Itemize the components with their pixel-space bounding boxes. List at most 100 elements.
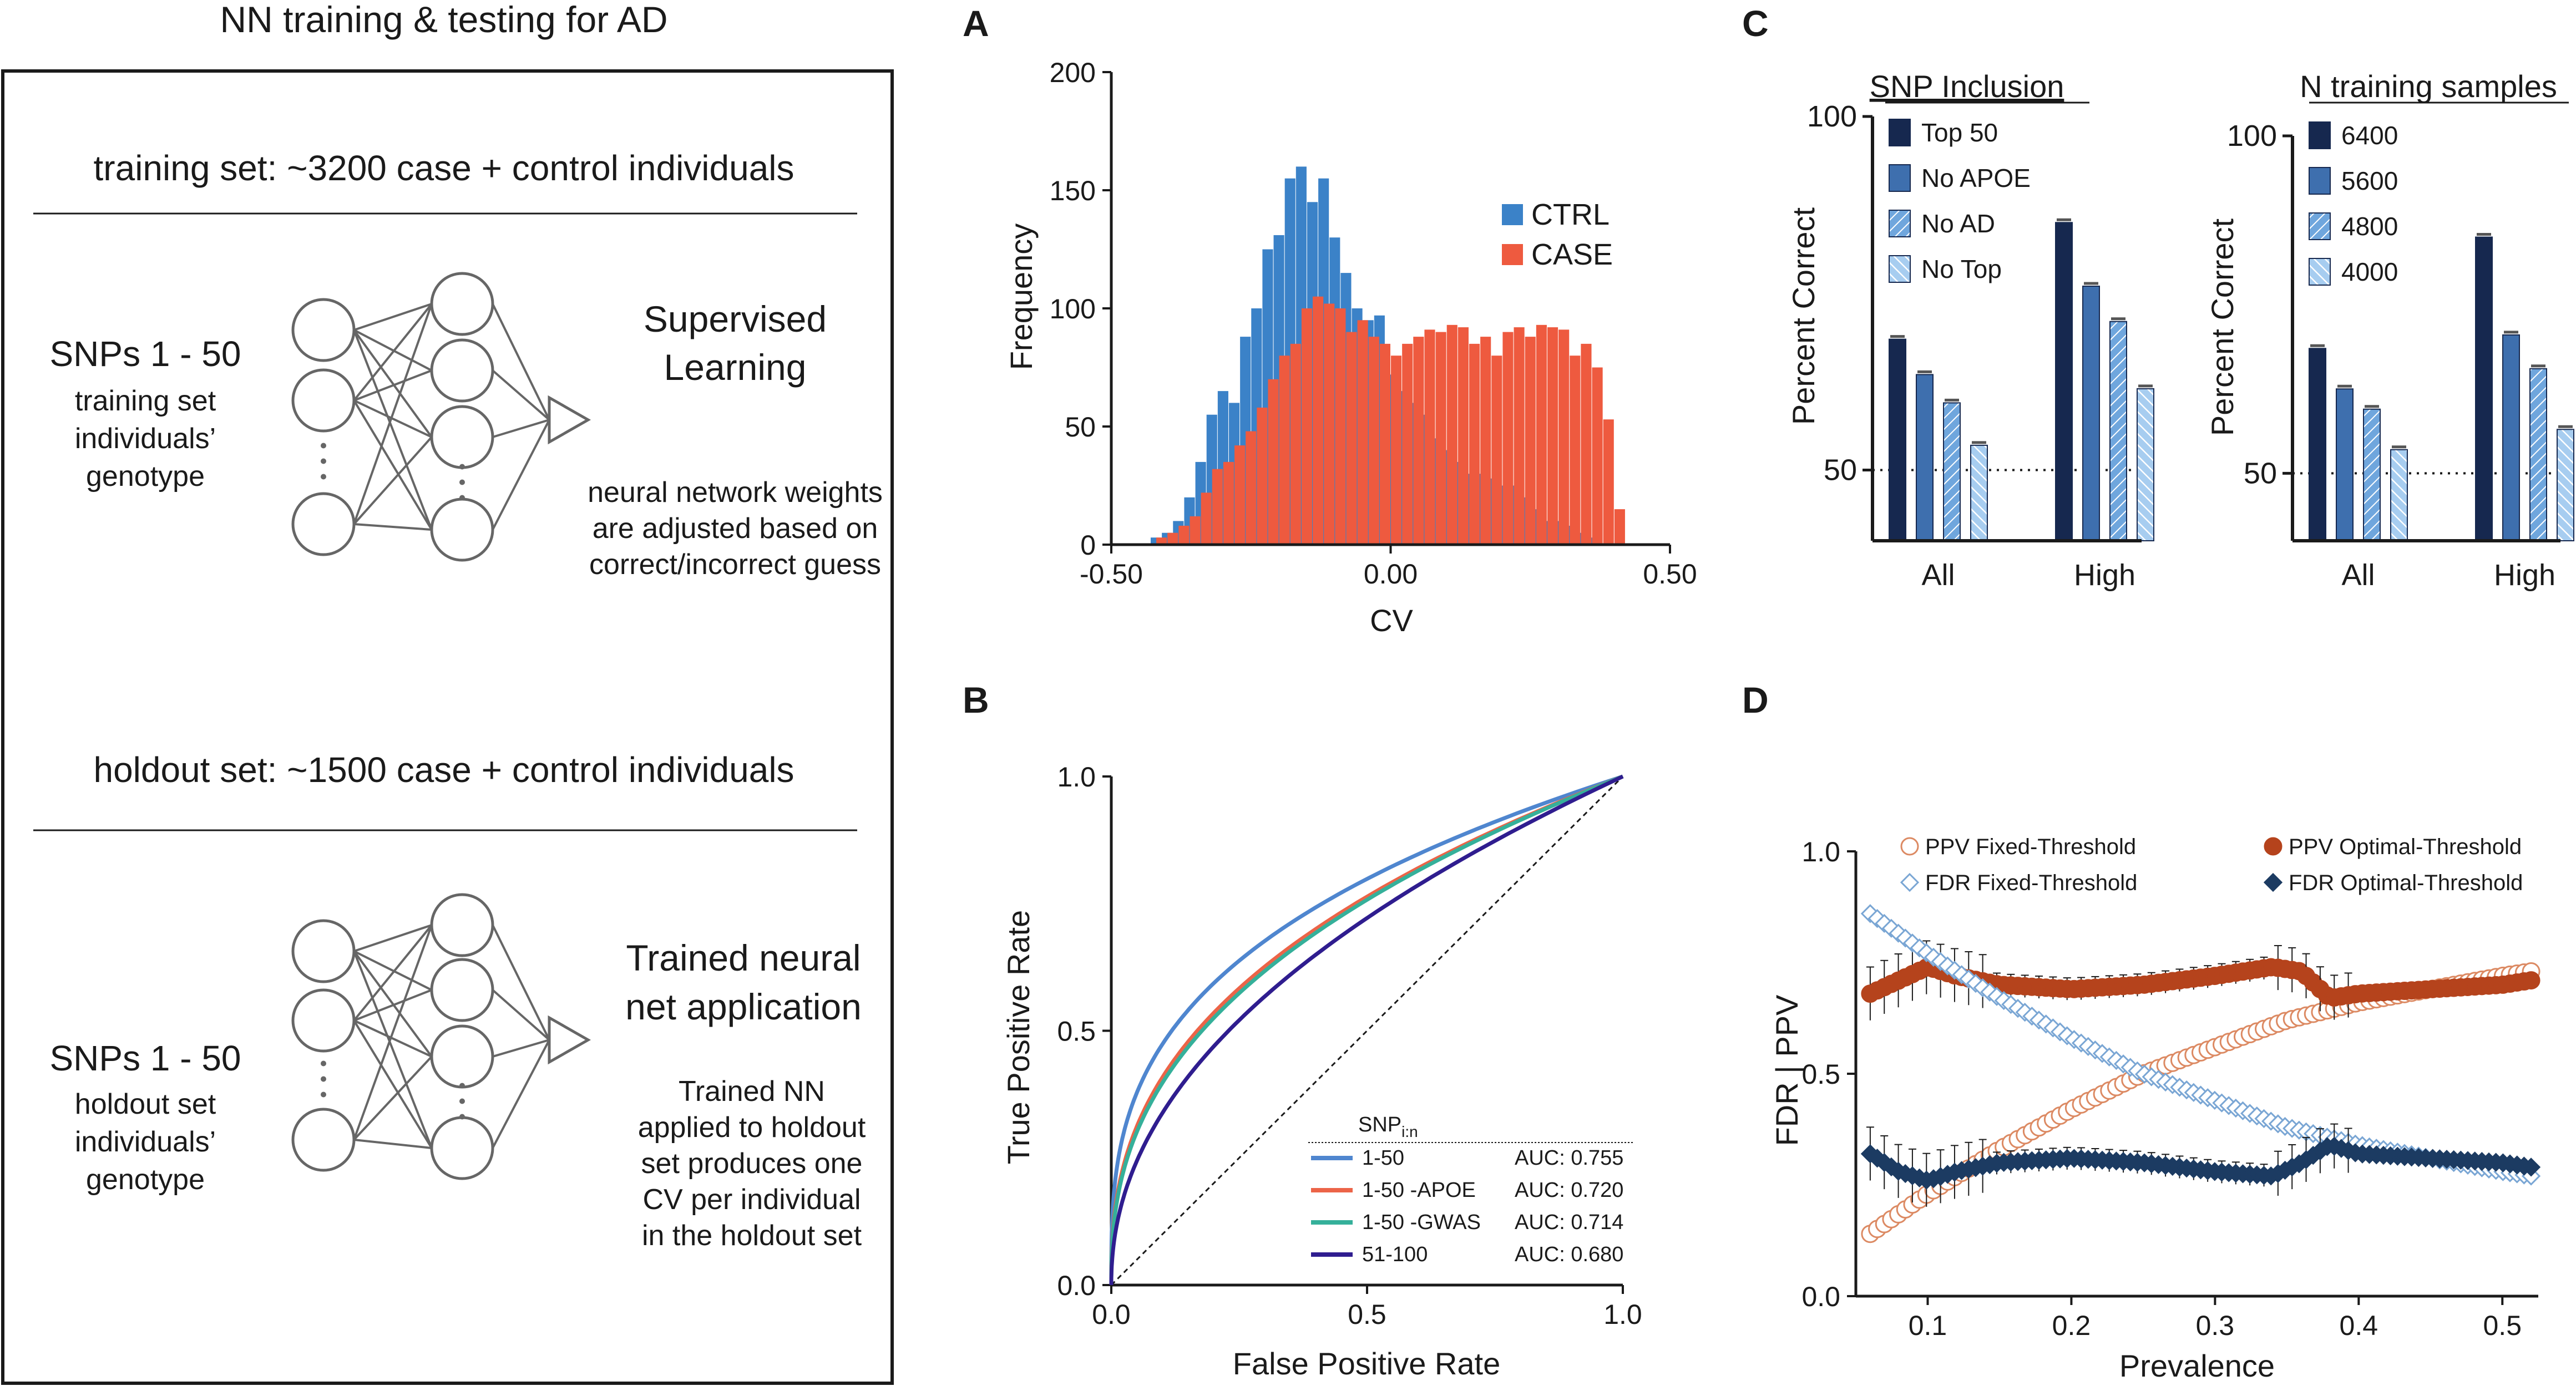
fdr-optimal-threshold-marker [2521, 1157, 2541, 1177]
training-nn-edge [353, 329, 433, 438]
panel-d-y-tick-label: 0.5 [1801, 1059, 1840, 1090]
holdout-desc-4: CV per individual [642, 1184, 861, 1216]
hist-bar-case [1368, 337, 1379, 545]
hist-bar-case [1234, 445, 1246, 545]
holdout-nn-edge [353, 950, 432, 991]
neural-network-diagram-training [291, 272, 591, 562]
panel-a-ylabel: Frequency [1004, 224, 1039, 370]
roc-legend-auc: AUC: 0.680 [1515, 1243, 1623, 1266]
panel-c2-legend-swatch [2309, 258, 2331, 286]
training-nn-input-node [291, 368, 356, 433]
training-nn-ellipsis-dot [459, 495, 465, 501]
panel-c2-bar [2502, 334, 2520, 542]
training-nn-edge [353, 329, 432, 372]
panel-b-letter: B [963, 679, 989, 720]
panel-b-xlabel: False Positive Rate [1233, 1346, 1500, 1381]
panel-c2-bar [2390, 449, 2408, 541]
fdr-optimal-threshold-legend-label: FDR Optimal-Threshold [2289, 871, 2523, 895]
roc-legend-auc: AUC: 0.714 [1515, 1211, 1623, 1234]
panel-a-y-tick-label: 0 [1080, 530, 1096, 561]
hist-bar-case [1223, 461, 1234, 545]
panel-c1-bar [1916, 374, 1934, 541]
holdout-desc-2: applied to holdout [638, 1111, 866, 1144]
training-nn-edge [492, 419, 550, 530]
hist-bar-case [1178, 525, 1190, 545]
hist-bar-case [1324, 303, 1335, 545]
training-header: training set: ~3200 case + control indiv… [94, 148, 794, 188]
panel-c2-legend-label: 4800 [2341, 212, 2398, 241]
training-nn-edge [353, 399, 432, 438]
training-sub-1: training set [75, 385, 216, 417]
panel-b-ylabel: True Positive Rate [1001, 910, 1036, 1165]
holdout-desc-5: in the holdout set [642, 1220, 862, 1252]
holdout-method-1: Trained neural [626, 937, 861, 978]
training-sub-3: genotype [86, 460, 205, 493]
hist-bar-case [1346, 332, 1357, 545]
hist-bar-case [1547, 327, 1558, 545]
holdout-header: holdout set: ~1500 case + control indivi… [93, 750, 794, 790]
holdout-nn-edge [492, 989, 550, 1041]
training-desc-1: neural network weights [588, 476, 883, 509]
ppv-fixed-threshold-legend-label: PPV Fixed-Threshold [1925, 835, 2136, 859]
hist-bar-case [1603, 419, 1614, 545]
panel-c2-legend-swatch [2309, 212, 2331, 240]
training-nn-edge [353, 523, 432, 531]
training-snps-label: SNPs 1 - 50 [49, 334, 241, 374]
roc-legend-auc: AUC: 0.755 [1515, 1146, 1623, 1170]
panel-b-axes: 0.0 0.5 1.0 0.0 0.5 1.0 [1057, 761, 1642, 1330]
hist-bar-case [1190, 516, 1201, 545]
ppv-optimal-threshold-marker [2522, 971, 2540, 990]
fdr-fixed-threshold-legend-marker [1900, 872, 1920, 892]
panel-c1-bar [2055, 222, 2073, 541]
roc-legend-label: 1-50 -APOE [1362, 1179, 1476, 1202]
holdout-nn-edge [353, 1019, 432, 1058]
roc-legend-label: 1-50 -GWAS [1362, 1211, 1481, 1234]
hist-bar-case [1480, 337, 1491, 545]
hist-bar-case [1212, 469, 1223, 545]
holdout-nn-edge [353, 1139, 432, 1149]
hist-bar-case [1268, 379, 1279, 545]
hist-bar-case [1491, 356, 1502, 545]
holdout-nn-ellipsis-dot [321, 1076, 326, 1082]
ppv-optimal-threshold-legend-label: PPV Optimal-Threshold [2289, 835, 2522, 859]
panel-a-letter: A [963, 3, 989, 44]
panel-c1-title: SNP Inclusion [1870, 69, 2064, 104]
roc-legend-auc: AUC: 0.720 [1515, 1179, 1623, 1202]
panel-c2-legend-swatch [2309, 167, 2331, 195]
hist-bar-case [1413, 337, 1424, 545]
hist-bar-case [1469, 343, 1480, 545]
holdout-nn-ellipsis-dot [459, 1114, 465, 1120]
holdout-nn-edge [353, 924, 433, 1022]
panel-c2-legend-label: 5600 [2341, 166, 2398, 195]
holdout-nn-edge [353, 1055, 433, 1141]
holdout-sub-1: holdout set [75, 1088, 216, 1120]
training-desc-3: correct/incorrect guess [589, 549, 881, 581]
panel-d-ylabel: FDR | PPV [1769, 994, 1804, 1146]
panel-d-x-tick-label: 0.4 [2340, 1310, 2378, 1341]
training-nn-edge [353, 329, 433, 530]
panel-a-bars [1150, 166, 1625, 545]
panel-c2-legend-swatch [2309, 121, 2331, 149]
panel-d-y-tick-label: 0.0 [1801, 1281, 1840, 1312]
training-nn-edge [353, 303, 433, 525]
roc-chance-line [1110, 775, 1624, 1286]
panel-c1-legend-swatch [1889, 164, 1911, 192]
hist-bar-case [1313, 296, 1324, 545]
panel-b-x-tick-label: 0.0 [1092, 1299, 1131, 1330]
panel-a-y-tick-label: 100 [1050, 293, 1096, 324]
panel-b-curves [1109, 774, 1624, 1285]
panel-c1-y-tick-label: 50 [1824, 454, 1857, 487]
training-nn-ellipsis-dot [321, 443, 326, 449]
panel-c2-category-label: All [2341, 559, 2375, 592]
hist-bar-case [1335, 308, 1346, 545]
panel-c1-legend-swatch [1889, 119, 1911, 146]
holdout-method-2: net application [625, 986, 862, 1027]
training-nn-output-node [548, 395, 591, 445]
training-nn-ellipsis-dot [459, 479, 465, 485]
holdout-nn-edge [353, 951, 433, 1149]
training-method-2: Learning [664, 347, 807, 388]
legend-ctrl-swatch [1502, 204, 1523, 225]
fdr-fixed-threshold-legend-label: FDR Fixed-Threshold [1925, 871, 2137, 895]
panel-b: B True Positive Rate False Positive Rate… [963, 679, 1642, 1381]
